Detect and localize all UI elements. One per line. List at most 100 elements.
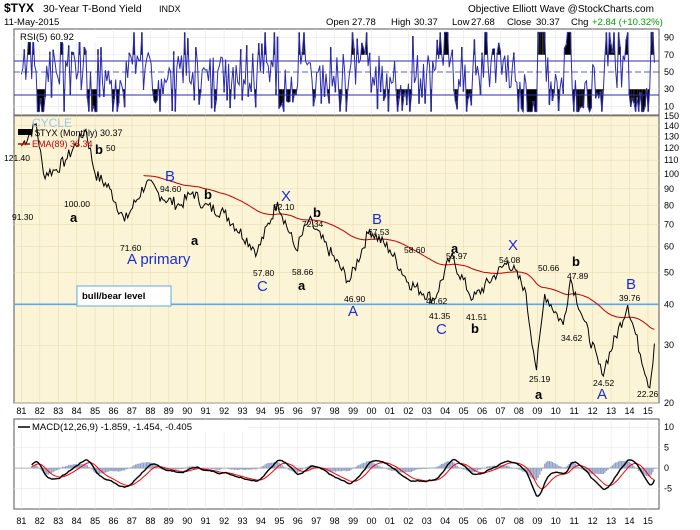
x-tick-label: 95 <box>274 406 284 416</box>
x-tick-label: 01 <box>385 406 395 416</box>
y-tick-label: 80 <box>664 201 674 211</box>
annotation-ann-57-80: 57.80 <box>253 268 275 278</box>
x-tick-label: 90 <box>182 406 192 416</box>
annotation-ann-82-10: 82.10 <box>273 202 295 212</box>
x-tick-label: 94 <box>256 516 266 526</box>
x-tick-label: 06 <box>477 406 487 416</box>
header: $TYX 30-Year T-Bond Yield INDX 11-May-20… <box>4 1 663 28</box>
x-tick-label: 13 <box>606 406 616 416</box>
x-tick-label: 92 <box>219 516 229 526</box>
annotation-ann-41-35: 41.35 <box>429 311 451 321</box>
exchange-label: INDX <box>159 4 181 14</box>
x-tick-label: 89 <box>164 516 174 526</box>
annotation-ann-100: 100.00 <box>64 199 90 209</box>
price-line <box>20 122 655 389</box>
low-value: 27.68 <box>471 17 495 28</box>
y-tick-label: 5 <box>664 443 669 453</box>
macd-signal-line <box>31 462 655 490</box>
annotation-ann-58-66: 58.66 <box>292 267 314 277</box>
y-tick-label: 10 <box>664 101 674 111</box>
y-tick-label: 30 <box>664 340 674 350</box>
x-tick-label: 87 <box>127 406 137 416</box>
y-tick-label: 30 <box>664 84 674 94</box>
open-label: Open <box>326 17 349 28</box>
x-tick-label: 08 <box>514 406 524 416</box>
annotation-ann-X-95: X <box>281 188 291 205</box>
rsi-label: RSI(5) 60.92 <box>20 32 74 43</box>
x-tick-label: 95 <box>274 516 284 526</box>
annotation-ann-B-99: B <box>372 211 382 228</box>
ema-label: EMA(89) 36.34 <box>32 139 93 149</box>
x-tick-label: 85 <box>90 406 100 416</box>
annotation-ann-a-04: a <box>451 241 459 256</box>
annotation-ann-b-11: b <box>572 254 580 269</box>
x-tick-label: 99 <box>348 406 358 416</box>
y-tick-label: 60 <box>664 242 674 252</box>
price-series-label: $TYX (Monthly) 30.37 <box>35 128 123 138</box>
x-tick-label: 91 <box>201 516 211 526</box>
x-tick-label: 97 <box>311 406 321 416</box>
x-tick-label: 12 <box>588 406 598 416</box>
x-tick-label: 83 <box>53 406 63 416</box>
y-tick-label: 70 <box>664 50 674 60</box>
y-tick-label: 20 <box>664 398 674 408</box>
annotation-ann-94-60: 94.60 <box>160 184 182 194</box>
annotation-ann-50: 50 <box>106 143 116 153</box>
chart-date: 11-May-2015 <box>4 17 59 28</box>
x-tick-label: 07 <box>496 406 506 416</box>
annotation-ann-b-90: b <box>204 187 212 202</box>
annotation-ann-X-07: X <box>508 237 518 254</box>
x-tick-label: 93 <box>238 516 248 526</box>
macd-y-axis: 10 5 0 -5 <box>664 422 674 493</box>
x-tick-label: 15 <box>643 516 653 526</box>
x-tick-label: 07 <box>496 516 506 526</box>
level-label: bull/bear level <box>82 291 145 302</box>
rsi-grid <box>14 29 659 115</box>
annotation-ann-B-14: B <box>626 276 636 293</box>
y-tick-label: 120 <box>664 143 679 153</box>
level-label-box <box>76 285 172 307</box>
low-label: Low <box>452 17 470 28</box>
x-tick-label: 04 <box>440 516 450 526</box>
x-tick-label: 10 <box>551 516 561 526</box>
annotation-ann-b-05: b <box>471 321 479 336</box>
y-tick-label: 40 <box>664 299 674 309</box>
symbol-label: $TYX <box>4 1 34 15</box>
cycle-label: CYCLE <box>32 116 72 130</box>
x-tick-label: 05 <box>459 516 469 526</box>
x-tick-label: 96 <box>293 406 303 416</box>
annotation-ann-58-60: 58.60 <box>404 245 426 255</box>
y-tick-label: 50 <box>664 267 674 277</box>
y-tick-label: 50 <box>664 67 674 77</box>
x-tick-label: 97 <box>311 516 321 526</box>
x-tick-label: 02 <box>403 516 413 526</box>
annotation-ann-54-08: 54.08 <box>499 255 521 265</box>
chg-value: +2.84 (+10.32%) <box>592 17 663 28</box>
close-value: 30.37 <box>536 17 560 28</box>
x-tick-label: 81 <box>16 516 26 526</box>
chg-label: Chg <box>571 17 588 28</box>
x-tick-label: 01 <box>385 516 395 526</box>
x-tick-label: 03 <box>422 516 432 526</box>
price-legend-swatch <box>18 129 32 135</box>
rsi-label-bg <box>16 31 96 42</box>
x-tick-label: 02 <box>403 406 413 416</box>
annotation-ann-24-52: 24.52 <box>593 378 615 388</box>
x-tick-label: 00 <box>367 406 377 416</box>
annotation-ann-b-84: b <box>95 142 103 157</box>
x-tick-label: 99 <box>348 516 358 526</box>
annotation-ann-a-08: a <box>535 387 543 402</box>
annotation-ann-a-90: a <box>191 233 199 248</box>
annotation-ann-C-93: C <box>257 278 268 295</box>
x-tick-label: 89 <box>164 406 174 416</box>
y-tick-label: -5 <box>664 484 672 494</box>
x-tick-label: 88 <box>145 516 155 526</box>
rsi-y-axis: 90 70 50 30 10 <box>664 33 674 112</box>
high-label: High <box>391 17 411 28</box>
x-axis-top: 81 82 83 84 85 86 87 88 89 90 91 92 93 94 95 96 97 98 99 00… <box>16 406 653 416</box>
x-tick-label: 04 <box>440 406 450 416</box>
macd-line <box>31 458 656 497</box>
